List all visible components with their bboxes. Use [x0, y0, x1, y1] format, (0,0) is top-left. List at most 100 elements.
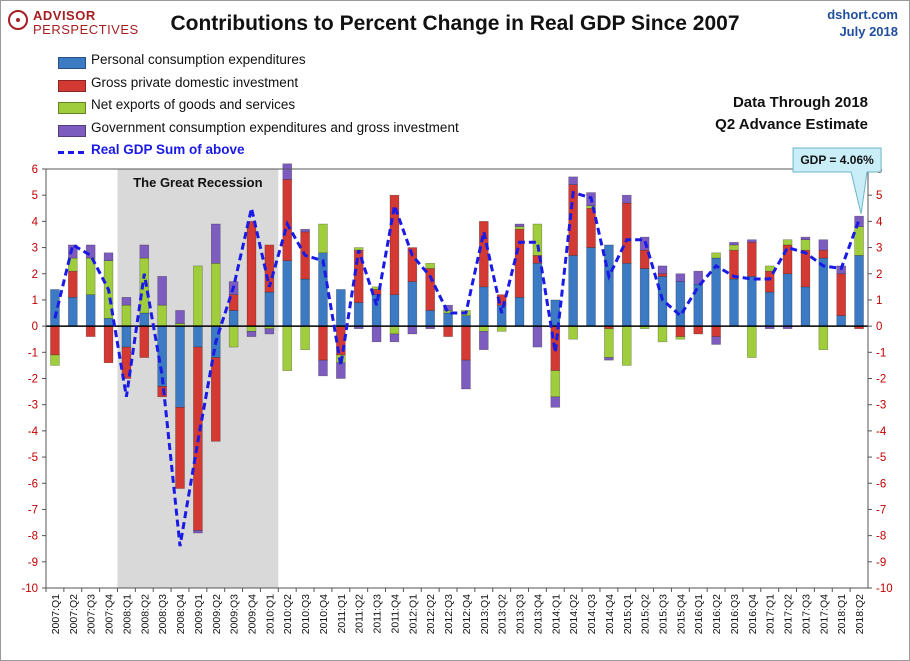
- bar-government: [729, 242, 739, 246]
- x-tick-label: 2016:Q2: [711, 594, 723, 634]
- bar-investment: [657, 273, 668, 277]
- advisor-perspectives-logo: ADVISOR PERSPECTIVES: [8, 8, 138, 38]
- bar-government: [711, 336, 721, 345]
- bar-pce: [85, 294, 96, 327]
- y-tick-label-right: -2: [876, 374, 886, 386]
- x-tick-label: 2014:Q4: [604, 594, 616, 634]
- bar-pce: [68, 297, 78, 327]
- y-tick-label-right: 4: [876, 216, 883, 228]
- y-tick-label-left: 5: [32, 190, 38, 202]
- bar-investment: [711, 325, 721, 337]
- x-tick-label: 2007:Q2: [68, 594, 80, 634]
- bar-net-exports: [193, 265, 203, 327]
- bar-net-exports: [550, 370, 561, 398]
- x-tick-label: 2015:Q1: [622, 594, 634, 634]
- bar-net-exports: [532, 223, 543, 256]
- bar-government: [85, 244, 96, 259]
- y-tick-label-left: 2: [32, 269, 38, 281]
- x-tick-label: 2007:Q3: [86, 594, 98, 634]
- bar-net-exports: [800, 239, 811, 251]
- x-tick-label: 2008:Q1: [121, 594, 133, 634]
- x-tick-label: 2017:Q3: [800, 594, 812, 634]
- x-tick-label: 2011:Q1: [336, 594, 348, 634]
- bar-government: [210, 223, 221, 264]
- bar-pce: [621, 262, 632, 327]
- legend-swatch-gdp: [58, 151, 84, 154]
- bar-net-exports: [764, 265, 775, 272]
- bar-government: [282, 163, 293, 180]
- bar-pce: [264, 291, 275, 327]
- x-tick-label: 2008:Q2: [139, 594, 151, 634]
- y-tick-label-right: -10: [876, 583, 893, 595]
- bar-investment: [800, 249, 811, 288]
- bar-investment: [586, 207, 596, 248]
- y-tick-label-right: 5: [876, 190, 882, 202]
- bar-investment: [836, 273, 846, 316]
- legend-swatch-investment: [58, 79, 86, 92]
- bar-net-exports: [121, 304, 132, 327]
- x-tick-label: 2017:Q2: [783, 594, 795, 634]
- bar-net-exports: [389, 325, 400, 335]
- y-tick-label-left: -1: [28, 347, 38, 359]
- bar-government: [371, 325, 382, 343]
- y-tick-label-left: -2: [28, 374, 38, 386]
- bar-pce: [854, 255, 864, 327]
- legend-label-government: Government consumption expenditures and …: [91, 119, 459, 135]
- bar-government: [407, 325, 418, 335]
- legend-label-investment: Gross private domestic investment: [91, 74, 299, 90]
- bar-net-exports: [657, 325, 668, 343]
- bar-net-exports: [157, 304, 167, 327]
- bar-net-exports: [604, 328, 614, 358]
- bar-investment: [318, 325, 328, 361]
- y-tick-label-right: -9: [876, 557, 886, 569]
- bar-investment: [139, 325, 150, 358]
- bar-net-exports: [568, 325, 578, 340]
- legend-swatch-government: [58, 124, 86, 137]
- bar-investment: [50, 325, 60, 356]
- bar-investment: [818, 249, 829, 259]
- bar-investment: [407, 247, 418, 282]
- x-tick-label: 2012:Q3: [443, 594, 455, 634]
- bar-net-exports: [818, 325, 829, 350]
- bar-net-exports: [729, 244, 739, 251]
- bar-pce: [604, 244, 614, 327]
- axes-group: -10 -10-9 -9-8 -8-7 -7-6 -6-5 -5-4 -4-3 -3-2 -2-1…: [21, 164, 892, 634]
- y-tick-label-right: 0: [876, 321, 882, 333]
- bar-government: [246, 331, 257, 337]
- bar-investment: [246, 221, 257, 327]
- bar-government: [336, 362, 346, 379]
- x-tick-label: 2014:Q3: [586, 594, 598, 634]
- bar-investment: [210, 357, 221, 442]
- bar-pce: [586, 247, 596, 327]
- bar-investment: [425, 268, 435, 311]
- bar-investment: [282, 179, 293, 261]
- bar-pce: [50, 289, 60, 327]
- x-tick-label: 2015:Q2: [640, 594, 652, 634]
- bar-pce: [443, 312, 453, 327]
- bar-pce: [479, 286, 489, 327]
- y-tick-label-left: -4: [28, 426, 39, 438]
- bar-pce: [228, 310, 239, 327]
- bar-investment: [103, 325, 114, 364]
- bar-pce: [818, 257, 829, 327]
- x-tick-label: 2016:Q4: [747, 594, 759, 634]
- bar-government: [479, 331, 489, 350]
- bar-government: [747, 239, 757, 243]
- y-tick-label-right: -7: [876, 504, 886, 516]
- bar-pce: [836, 315, 846, 327]
- bar-pce: [300, 278, 310, 327]
- x-tick-label: 2017:Q1: [765, 594, 777, 634]
- bar-investment: [479, 221, 489, 288]
- x-tick-label: 2009:Q3: [229, 594, 241, 634]
- x-tick-label: 2012:Q1: [407, 594, 419, 634]
- bar-net-exports: [854, 226, 864, 256]
- x-tick-label: 2018:Q2: [854, 594, 866, 634]
- y-tick-label-left: -6: [28, 478, 38, 490]
- y-tick-label-left: -7: [28, 504, 38, 516]
- x-tick-label: 2011:Q3: [372, 594, 384, 634]
- x-tick-label: 2013:Q1: [479, 594, 491, 634]
- callout-group: GDP = 4.06%: [792, 147, 882, 214]
- x-tick-label: 2013:Q3: [515, 594, 527, 634]
- bar-government: [657, 265, 668, 275]
